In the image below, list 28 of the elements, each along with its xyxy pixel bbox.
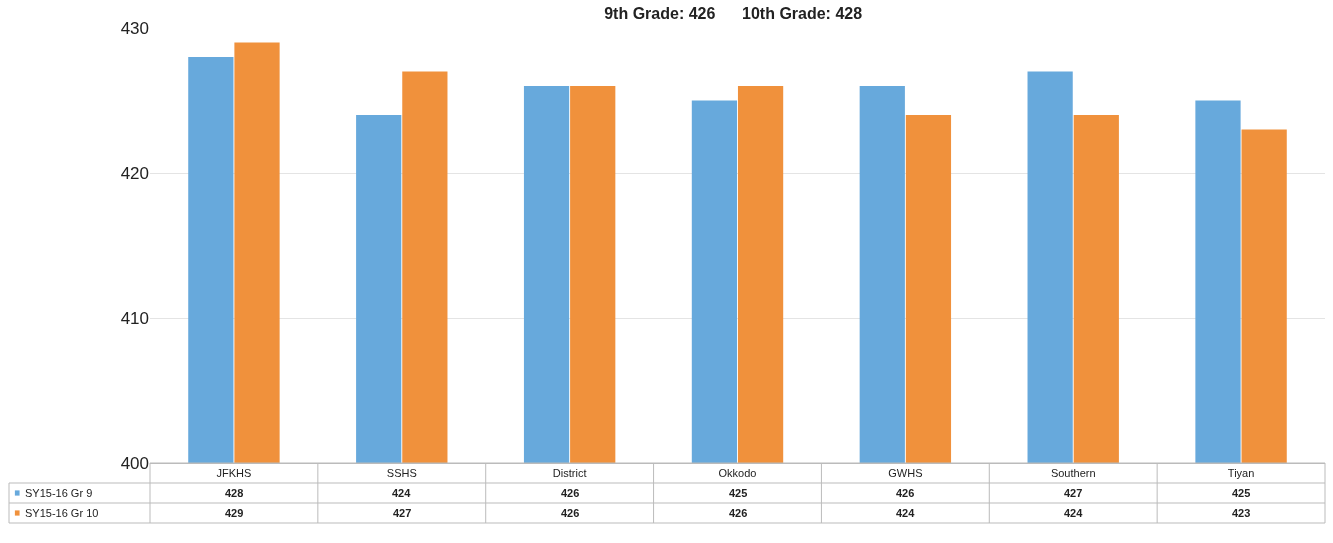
- x-tick-label: Tiyan: [1227, 467, 1255, 480]
- y-tick-label: 420: [120, 163, 149, 183]
- data-label: 428: [225, 487, 244, 499]
- data-label: 424: [896, 507, 916, 519]
- data-label: 427: [393, 507, 412, 519]
- data-label: 426: [561, 507, 580, 519]
- x-tick-label: SSHS: [386, 467, 417, 480]
- legend-label: SY15-16 Gr 9: [25, 487, 93, 499]
- y-tick-label: 400: [120, 453, 149, 473]
- data-label: 427: [1064, 487, 1083, 499]
- data-label: 426: [729, 507, 748, 519]
- x-tick-label: Okkodo: [718, 467, 757, 480]
- x-tick-label: GWHS: [888, 467, 923, 480]
- data-label: 426: [561, 487, 580, 499]
- data-label: 426: [896, 487, 915, 499]
- y-tick-label: 410: [120, 308, 149, 328]
- data-label: 424: [392, 487, 412, 499]
- data-label: 425: [1232, 487, 1251, 499]
- x-tick-label: JFKHS: [216, 467, 252, 480]
- data-label: 429: [225, 507, 244, 519]
- x-tick-label: Southern: [1050, 467, 1096, 480]
- chart-title: 9th Grade: 426 10th Grade: 428: [604, 5, 863, 23]
- data-label: 424: [1064, 507, 1084, 519]
- data-label: 423: [1232, 507, 1251, 519]
- y-tick-label: 430: [120, 18, 149, 38]
- data-label: 425: [729, 487, 748, 499]
- legend-label: SY15-16 Gr 10: [25, 507, 99, 519]
- x-tick-label: District: [552, 467, 587, 480]
